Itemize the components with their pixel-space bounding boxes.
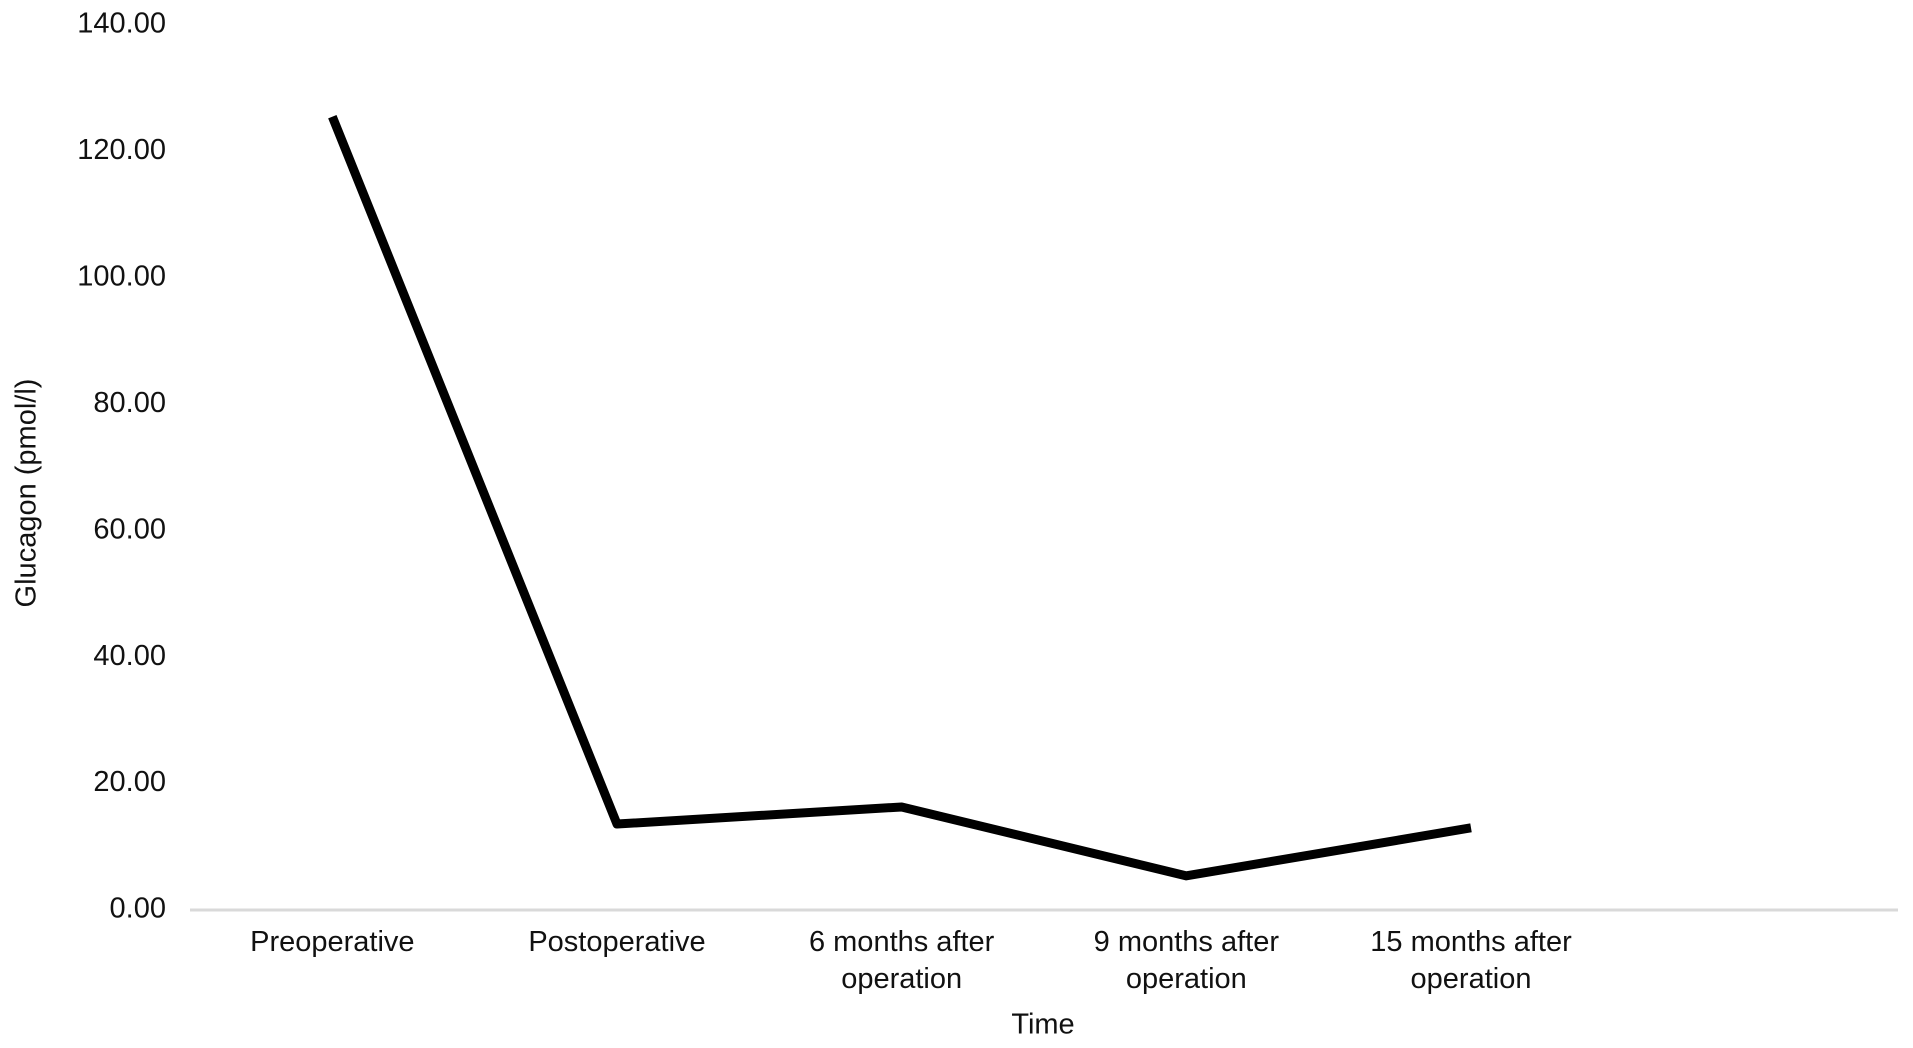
x-axis-label: Time bbox=[1011, 1009, 1074, 1041]
x-tick-label: 9 months after operation bbox=[1093, 926, 1280, 995]
x-tick-label: 6 months after operation bbox=[808, 926, 995, 995]
x-tick-label: 15 months after operation bbox=[1370, 926, 1572, 995]
y-tick-label: 80.00 bbox=[93, 387, 166, 419]
y-tick-label: 60.00 bbox=[93, 513, 166, 545]
y-tick-label: 40.00 bbox=[93, 640, 166, 672]
x-tick-label: Postoperative bbox=[528, 926, 706, 958]
y-axis-label: Glucagon (pmol/l) bbox=[11, 379, 43, 608]
x-tick-label: Preoperative bbox=[250, 926, 415, 958]
data-line bbox=[328, 114, 1472, 881]
y-tick-label: 140.00 bbox=[77, 8, 166, 40]
y-tick-label: 100.00 bbox=[77, 261, 166, 293]
y-tick-label: 120.00 bbox=[77, 134, 166, 166]
y-tick-label: 20.00 bbox=[93, 766, 166, 798]
y-tick-label: 0.00 bbox=[110, 893, 166, 925]
